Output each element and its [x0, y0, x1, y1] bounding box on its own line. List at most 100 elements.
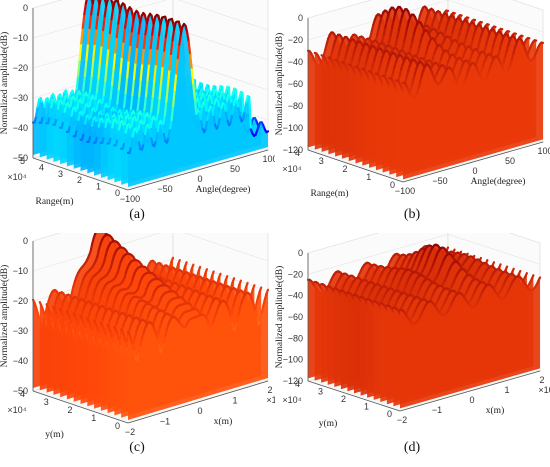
surface	[306, 243, 542, 409]
surface-segment	[245, 281, 249, 289]
surface-segment	[137, 141, 142, 151]
surface-segment	[150, 137, 154, 147]
surface-segment	[186, 30, 190, 44]
surface-segment	[132, 61, 137, 81]
surface-segment	[115, 22, 120, 39]
surface-segment	[80, 132, 85, 141]
surface-segment	[137, 344, 142, 354]
panel-label: (a)	[129, 207, 145, 222]
surface-segment	[168, 118, 173, 130]
surface-segment	[206, 109, 210, 122]
surface-segment	[95, 76, 100, 94]
surface-segment	[82, 122, 87, 135]
surface-segment	[223, 103, 228, 114]
surface-segment	[86, 96, 91, 107]
surface-segment	[33, 114, 38, 124]
z-axis-label: Normalized amplitude(dB)	[0, 32, 10, 135]
surface-segment	[162, 334, 167, 344]
surface-segment	[87, 134, 92, 143]
surface-segment	[40, 115, 45, 124]
chart-c: 0−10−20−30−40−50−2−101201234×10⁴×10⁴Norm…	[0, 233, 275, 455]
surface-segment	[120, 40, 125, 59]
surface-segment	[265, 130, 270, 134]
surface-segment	[127, 43, 132, 62]
surface-segment	[94, 233, 97, 235]
surface-segment	[382, 26, 387, 36]
surface-segment	[48, 94, 53, 105]
surface-segment	[259, 311, 263, 322]
surface-segment	[396, 28, 401, 39]
surface-segment	[147, 116, 152, 128]
surface-segment	[84, 115, 88, 125]
surface-segment	[122, 91, 127, 109]
surface-segment	[265, 288, 270, 296]
surface-segment	[210, 107, 215, 118]
surface-segment	[204, 118, 209, 130]
surface-segment	[132, 335, 137, 345]
surface-segment	[102, 254, 107, 263]
surface-segment	[155, 111, 160, 122]
y-tick-label: 1	[366, 172, 371, 182]
surface-segment	[146, 62, 151, 82]
surface-segment	[117, 72, 122, 91]
surface-segment	[48, 106, 53, 118]
surface-segment	[203, 94, 207, 105]
surface-segment	[110, 67, 115, 87]
surface	[31, 233, 270, 420]
surface-segment	[88, 96, 93, 108]
surface-segment	[86, 27, 91, 45]
surface-segment	[122, 111, 127, 123]
z-tick-label: −40	[13, 123, 28, 133]
surface-segment	[375, 27, 380, 37]
surface-segment	[149, 117, 154, 129]
surface-segment	[67, 124, 72, 133]
surface-segment	[136, 132, 140, 144]
x-tick-label: 0	[197, 174, 202, 184]
surface-segment	[90, 59, 95, 78]
surface-segment	[56, 100, 61, 110]
surface-segment	[173, 21, 177, 31]
x-tick-label: −50	[432, 176, 447, 186]
x-axis-line	[402, 141, 544, 183]
surface-segment	[55, 107, 60, 120]
surface-segment	[197, 100, 202, 111]
surface-segment	[141, 46, 145, 65]
surface-segment	[172, 88, 176, 108]
surface-segment	[95, 13, 100, 30]
z-tick-label: −30	[13, 93, 28, 103]
surface-segment	[110, 7, 115, 21]
surface-segment	[166, 68, 171, 87]
surface-segment	[189, 53, 193, 71]
surface-segment	[390, 19, 395, 29]
z-tick-label: 0	[23, 236, 28, 246]
z-tick-label: −20	[13, 63, 28, 73]
x-axis-label: x(m)	[214, 416, 232, 427]
x-tick-label: −100	[395, 186, 415, 196]
surface-segment	[95, 101, 100, 112]
surface-band	[128, 289, 268, 420]
surface-segment	[83, 58, 88, 78]
y-tick-label: 4	[295, 148, 300, 158]
z-gridline	[307, 234, 541, 275]
x-tick-label: 2	[267, 385, 272, 395]
x-multiplier: ×10⁴	[266, 395, 275, 405]
surface-segment	[129, 30, 133, 47]
x-axis-line	[127, 149, 269, 191]
surface-segment	[170, 104, 175, 122]
surface-segment	[389, 26, 394, 37]
surface-segment	[129, 112, 134, 123]
x-tick-label: −1	[160, 417, 170, 427]
y-multiplier: ×10⁴	[282, 164, 301, 174]
surface-segment	[139, 14, 143, 24]
surface-segment	[156, 122, 161, 133]
surface-segment	[248, 95, 252, 131]
surface-segment	[138, 78, 142, 98]
surface-segment	[243, 100, 248, 113]
surface-segment	[153, 63, 157, 82]
surface-segment	[154, 119, 159, 131]
x-tick-label: 50	[505, 156, 515, 166]
surface-segment	[100, 29, 105, 47]
surface-segment	[96, 112, 101, 123]
surface-segment	[156, 34, 161, 51]
surface-segment	[75, 119, 80, 131]
